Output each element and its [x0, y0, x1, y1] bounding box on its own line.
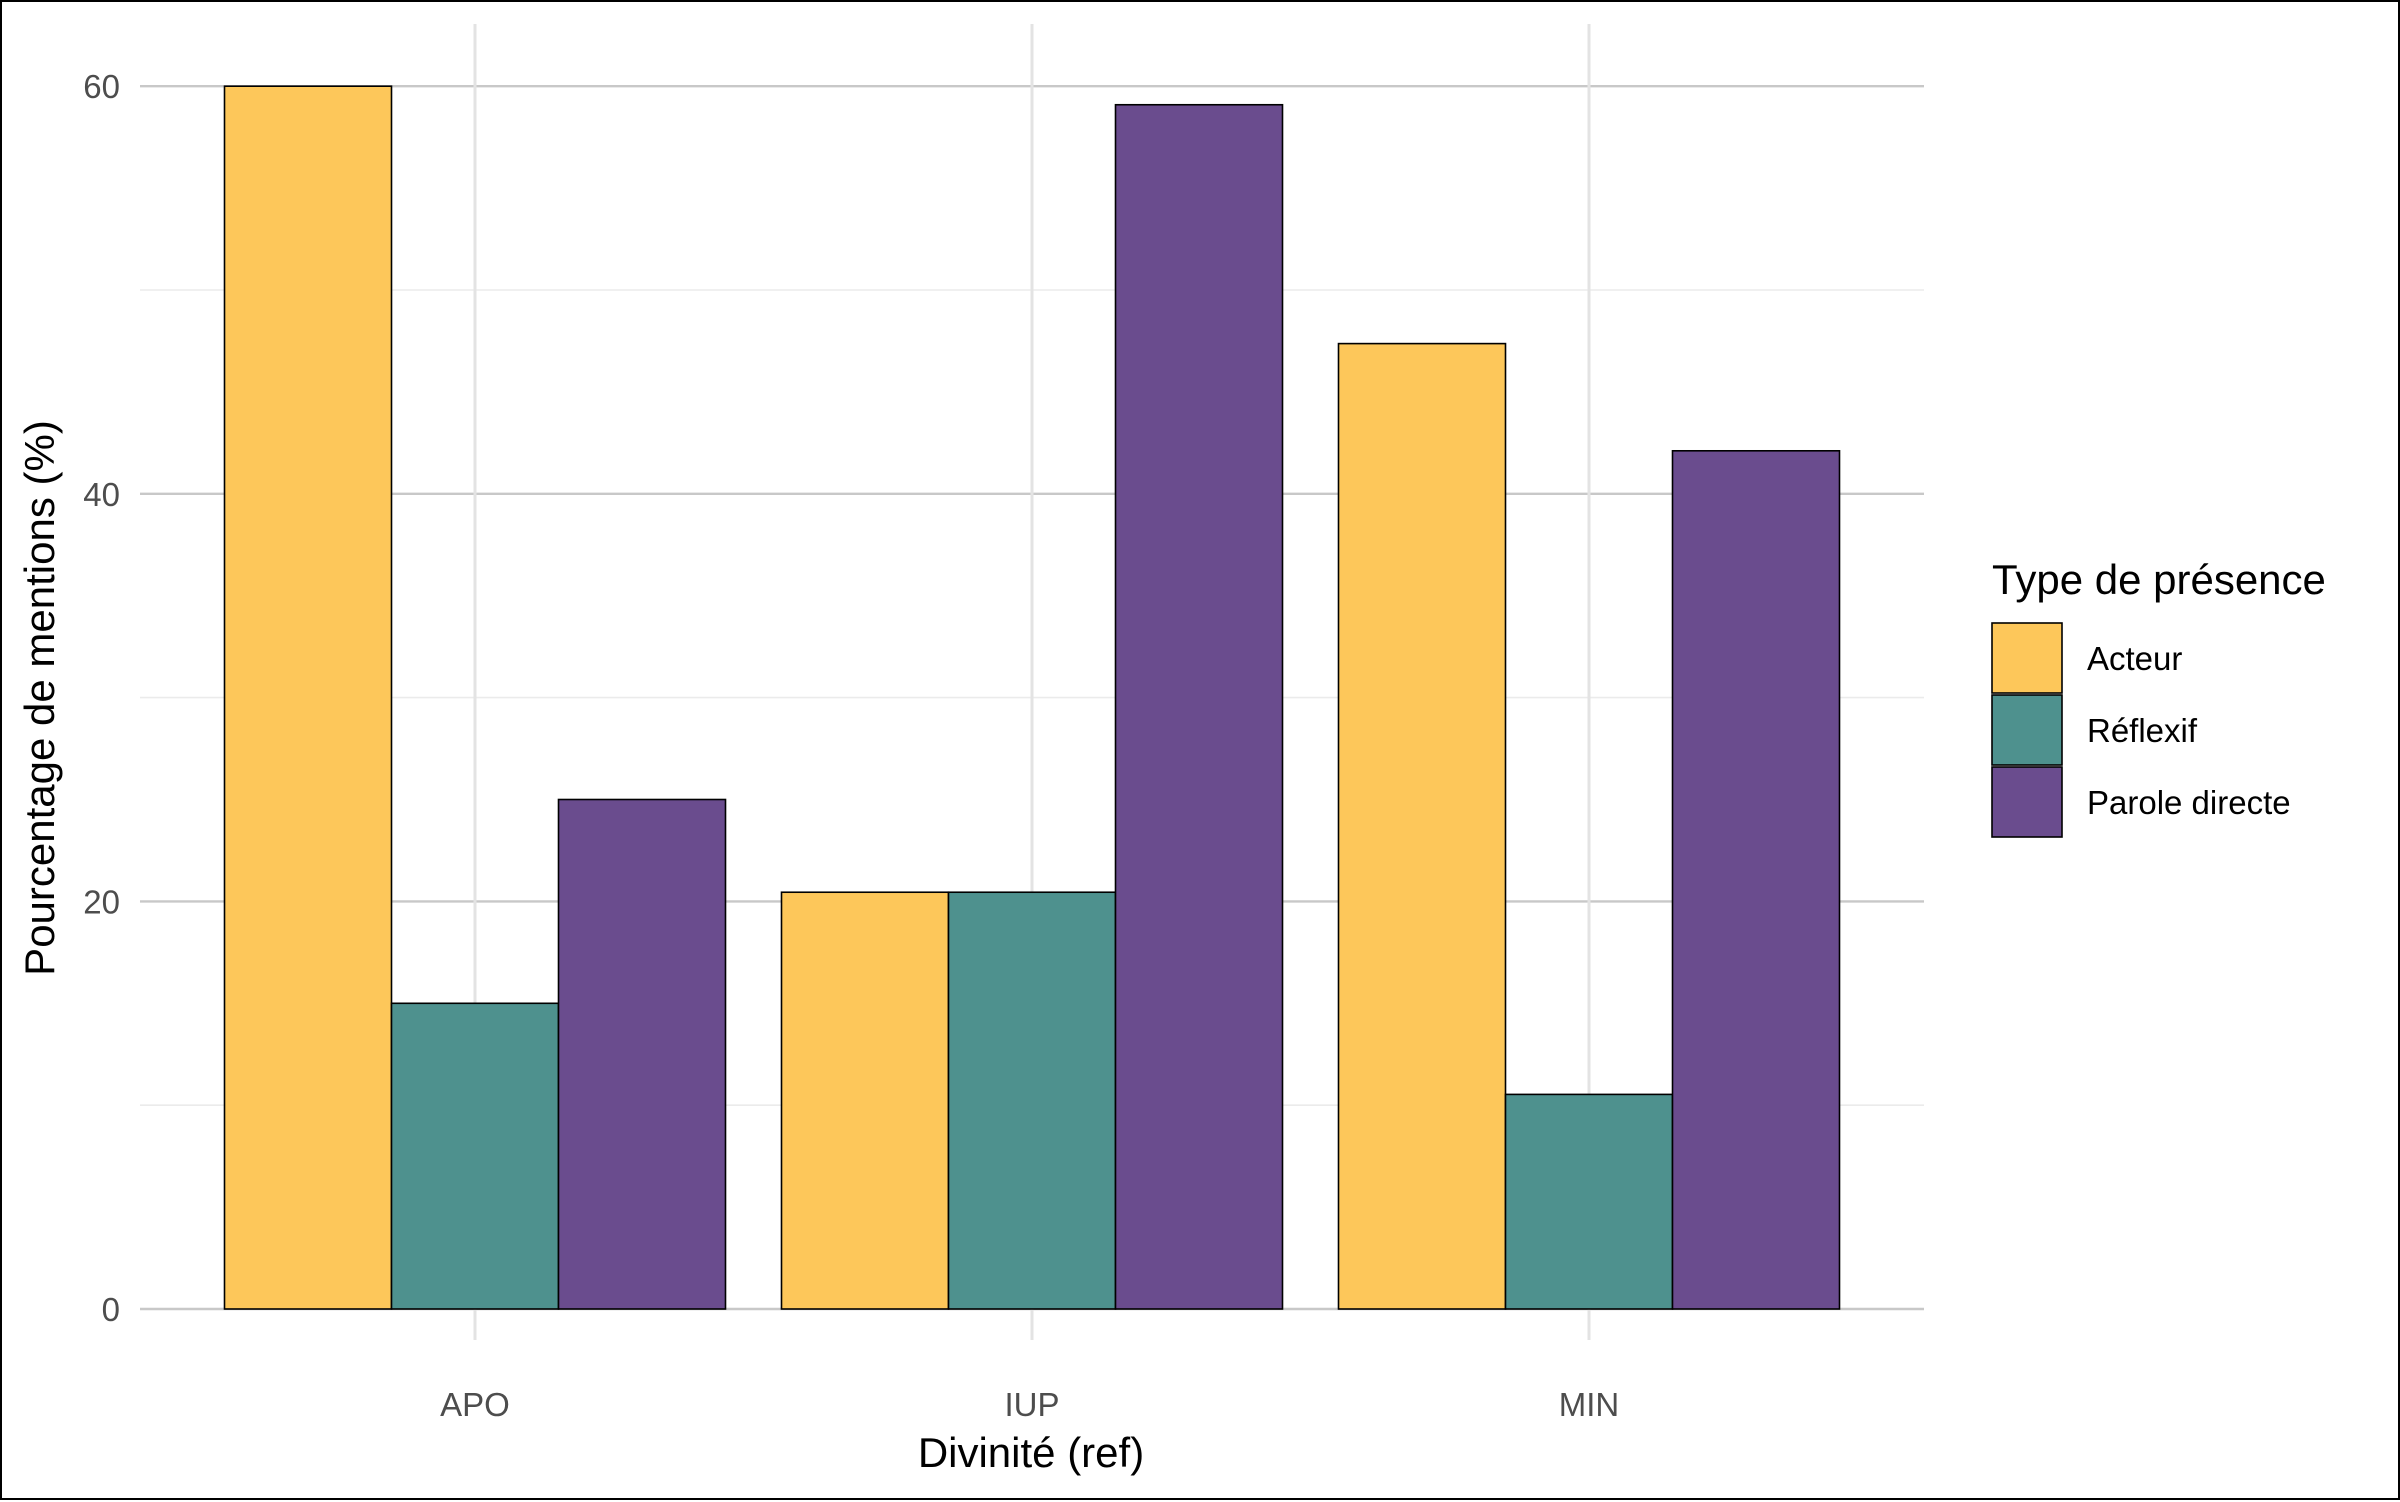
x-tick-label: IUP — [1004, 1386, 1059, 1423]
bar-iup-1 — [780, 891, 950, 1310]
legend: Type de présence Acteur Réflexif Parole di… — [1991, 556, 2326, 838]
bar-min-1 — [1337, 342, 1507, 1310]
bar-iup-3 — [1114, 103, 1284, 1310]
bar-apo-3 — [557, 798, 727, 1310]
bar-iup-2 — [947, 891, 1117, 1310]
x-axis-title: Divinité (ref) — [918, 1429, 1144, 1476]
y-tick-label: 60 — [83, 68, 120, 105]
legend-title: Type de présence — [1992, 556, 2326, 603]
bar-min-3 — [1671, 449, 1841, 1310]
legend-entry: Réflexif — [2087, 712, 2198, 749]
y-tick-label: 20 — [83, 883, 120, 920]
y-tick-label: 0 — [102, 1291, 120, 1328]
legend-key — [1991, 622, 2063, 694]
x-tick-label: MIN — [1559, 1386, 1620, 1423]
bar-min-2 — [1504, 1093, 1674, 1310]
legend-entry: Parole directe — [2087, 784, 2291, 821]
bars — [223, 85, 1841, 1310]
bar-apo-2 — [390, 1002, 560, 1310]
legend-entry: Acteur — [2087, 640, 2182, 677]
legend-key — [1991, 694, 2063, 766]
y-tick-labels: 0 20 40 60 — [83, 68, 120, 1328]
bar-apo-1 — [223, 85, 393, 1310]
x-tick-label: APO — [440, 1386, 510, 1423]
legend-key — [1991, 766, 2063, 838]
x-tick-labels: APO IUP MIN — [440, 1386, 1619, 1423]
y-tick-label: 40 — [83, 476, 120, 513]
y-axis-title: Pourcentage de mentions (%) — [16, 420, 63, 976]
